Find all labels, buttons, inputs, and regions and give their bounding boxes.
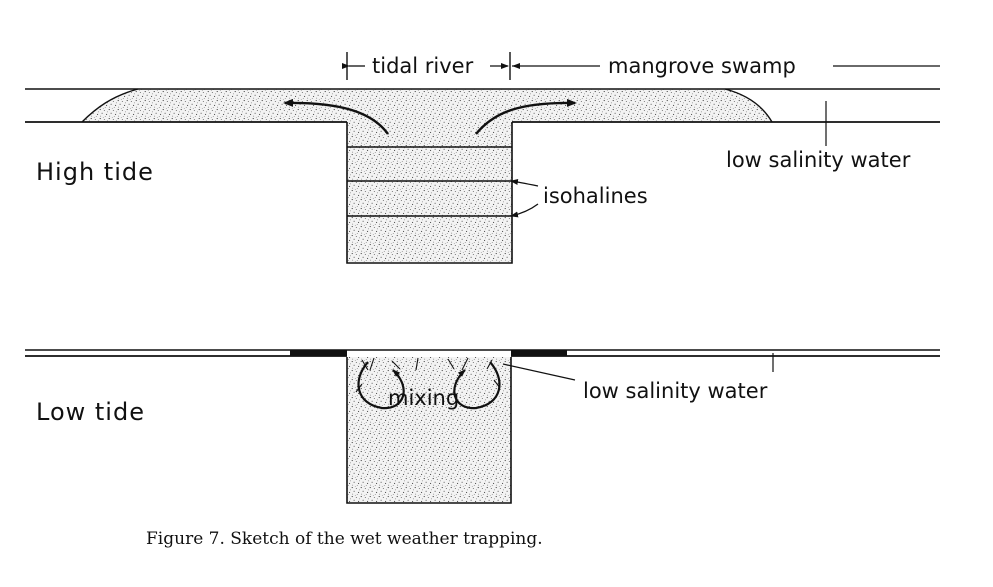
- header-dimension-markers: [342, 52, 940, 80]
- high-tide-lens-edge-left: [81, 88, 139, 123]
- mixing-loop-right: [453, 361, 501, 410]
- low-tide-panel: [25, 349, 940, 504]
- mangrove-span-arrowhead: [512, 63, 520, 69]
- high-tide-water-body: [82, 89, 772, 262]
- high-tide-river-channel: [346, 122, 513, 264]
- mangrove-swamp-label: mangrove swamp: [608, 54, 796, 78]
- low-salinity-water-label-bottom: low salinity water: [583, 379, 768, 403]
- low-tide-river-channel: [346, 357, 512, 504]
- low-salinity-water-label-top: low salinity water: [726, 148, 911, 172]
- figure-caption: Figure 7. Sketch of the wet weather trap…: [146, 529, 543, 549]
- isohaline-pointer-arrow: [510, 179, 539, 187]
- high-tide-lens-edge-right: [724, 88, 773, 123]
- isohalines-label: isohalines: [543, 184, 648, 208]
- mixing-loop-left: [357, 361, 405, 410]
- low-tide-label: Low tide: [36, 398, 145, 426]
- low-salinity-layer-right: [511, 350, 567, 356]
- high-tide-panel: [25, 88, 940, 264]
- isohaline-pointer-arrow: [510, 203, 539, 218]
- mixing-label: mixing: [388, 386, 459, 410]
- outflow-arrow-left: [283, 98, 389, 135]
- low-salinity-layer-left: [290, 350, 347, 356]
- outflow-arrow-right: [475, 98, 577, 135]
- low-tide-river-water: [347, 357, 511, 503]
- high-tide-label: High tide: [36, 158, 154, 186]
- low-salinity-leader-bottom-a: [502, 363, 576, 381]
- tidal-river-label: tidal river: [372, 54, 474, 78]
